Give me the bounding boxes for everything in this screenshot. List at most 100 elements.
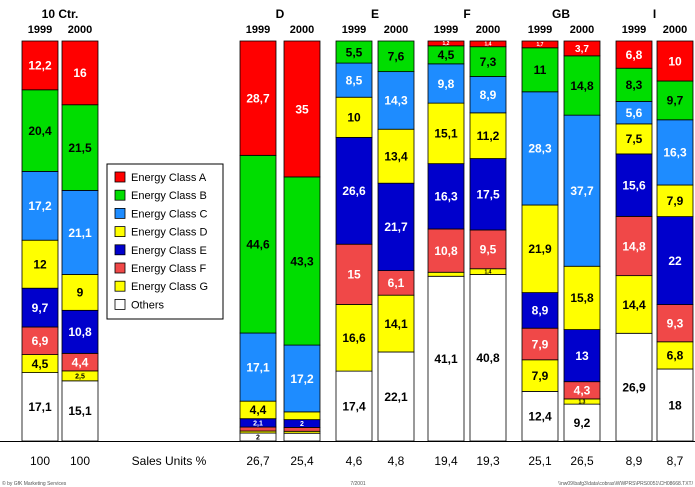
data-label: 10,8: [68, 325, 92, 339]
bar-segment: [239, 426, 277, 432]
bar-segment: [283, 411, 321, 421]
bar-segment: [615, 215, 653, 277]
footer-path: \\nw09\bafg3\data\cobras\WWPRS\PRS0051\C…: [558, 481, 693, 487]
data-label: 11,2: [477, 129, 500, 143]
sales-units-value: 100: [70, 454, 90, 468]
data-label: 14,8: [622, 239, 646, 253]
bar-segment: [521, 204, 559, 293]
data-label: 16: [73, 66, 87, 80]
data-label: 1,7: [537, 42, 544, 48]
data-label: 41,1: [434, 352, 458, 366]
bar-segment: [563, 329, 601, 383]
bar-segment: [563, 114, 601, 267]
sales-units-value: 25,4: [290, 454, 314, 468]
bar-segment: [377, 270, 415, 296]
data-label: 14,3: [384, 94, 408, 108]
sales-units-value: 19,3: [476, 454, 500, 468]
bar-segment: [335, 96, 373, 138]
bar-segment: [656, 119, 694, 186]
bar-segment: [615, 123, 653, 155]
bar-segment: [335, 62, 373, 98]
year-label: 2000: [384, 24, 408, 36]
data-label: 9,7: [667, 94, 684, 108]
bar-segment: [469, 112, 507, 159]
data-label: 6,1: [388, 276, 405, 290]
year-label: 1999: [28, 24, 52, 36]
bar-segment: [469, 158, 507, 231]
data-label: 17,1: [28, 400, 52, 414]
data-label: 17,1: [246, 360, 270, 374]
bar-segment: [377, 294, 415, 353]
bar-segment: [61, 190, 99, 275]
year-label: 2000: [290, 24, 314, 36]
data-label: 37,7: [570, 184, 594, 198]
data-label: 2: [300, 421, 304, 428]
legend-swatch: [114, 207, 126, 219]
footer-date: 7/2001: [350, 481, 366, 487]
bar-segment: [521, 327, 559, 361]
sales-units-value: 25,1: [528, 454, 552, 468]
sales-units-value: 26,7: [246, 454, 270, 468]
bar-segment: [427, 40, 465, 47]
data-label: 3,7: [575, 44, 589, 55]
data-label: 9: [77, 286, 84, 300]
bar-segment: [521, 40, 559, 49]
data-label: 12: [33, 258, 47, 272]
data-label: 13: [575, 349, 589, 363]
bar-segment: [239, 40, 277, 156]
data-label: 7,9: [532, 337, 549, 351]
legend-entry: Energy Class D: [131, 227, 207, 239]
bar-segment: [615, 40, 653, 69]
data-label: 7,9: [532, 369, 549, 383]
data-label: 16,6: [342, 331, 366, 345]
group-header: F: [463, 7, 470, 21]
bar-segment: [61, 40, 99, 106]
bar-segment: [61, 309, 99, 354]
bar-segment: [21, 170, 59, 241]
data-label: 15: [347, 268, 361, 282]
data-label: 12,4: [528, 410, 552, 424]
data-label: 8,3: [626, 78, 643, 92]
bar-segment: [335, 370, 373, 442]
data-label: 5,5: [346, 45, 363, 59]
data-label: 9,2: [574, 416, 591, 430]
data-label: 2,5: [75, 373, 85, 380]
data-label: 12,2: [28, 59, 52, 73]
data-label: 21,5: [68, 141, 92, 155]
bar-segment: [563, 40, 601, 57]
group-header: D: [276, 7, 285, 21]
data-label: 20,4: [28, 124, 52, 138]
group-header: 10 Ctr.: [42, 7, 79, 21]
data-label: 5,6: [626, 106, 643, 120]
data-label: 16,3: [663, 146, 687, 160]
bar-segment: [469, 40, 507, 48]
bar-segment: [21, 40, 59, 91]
bar-segment: [61, 274, 99, 311]
footer-copyright: © by GfK Marketing Services: [2, 480, 67, 487]
data-label: 40,8: [476, 351, 500, 365]
bar-segment: [615, 67, 653, 102]
sales-units-value: 4,6: [346, 454, 363, 468]
data-label: 8,9: [480, 88, 497, 102]
bar-segment: [656, 304, 694, 343]
bar-segment: [656, 40, 694, 82]
data-label: 17,2: [28, 199, 52, 213]
data-label: 14,1: [384, 317, 408, 331]
data-label: 2: [256, 435, 260, 442]
bar-segment: [656, 341, 694, 370]
bar-segment: [469, 274, 507, 442]
bar-segment: [377, 182, 415, 272]
year-label: 1999: [528, 24, 552, 36]
sales-units-value: 26,5: [570, 454, 594, 468]
data-label: 13,4: [384, 150, 408, 164]
year-label: 2000: [570, 24, 594, 36]
legend-swatch: [114, 244, 126, 256]
data-label: 22,1: [384, 390, 408, 404]
bar-segment: [335, 40, 373, 64]
sales-units-value: 4,8: [388, 454, 405, 468]
data-label: 4,5: [438, 48, 455, 62]
legend-swatch: [114, 262, 126, 274]
data-label: 35: [295, 102, 309, 116]
sales-units-value: 19,4: [434, 454, 458, 468]
data-label: 9,7: [32, 301, 49, 315]
